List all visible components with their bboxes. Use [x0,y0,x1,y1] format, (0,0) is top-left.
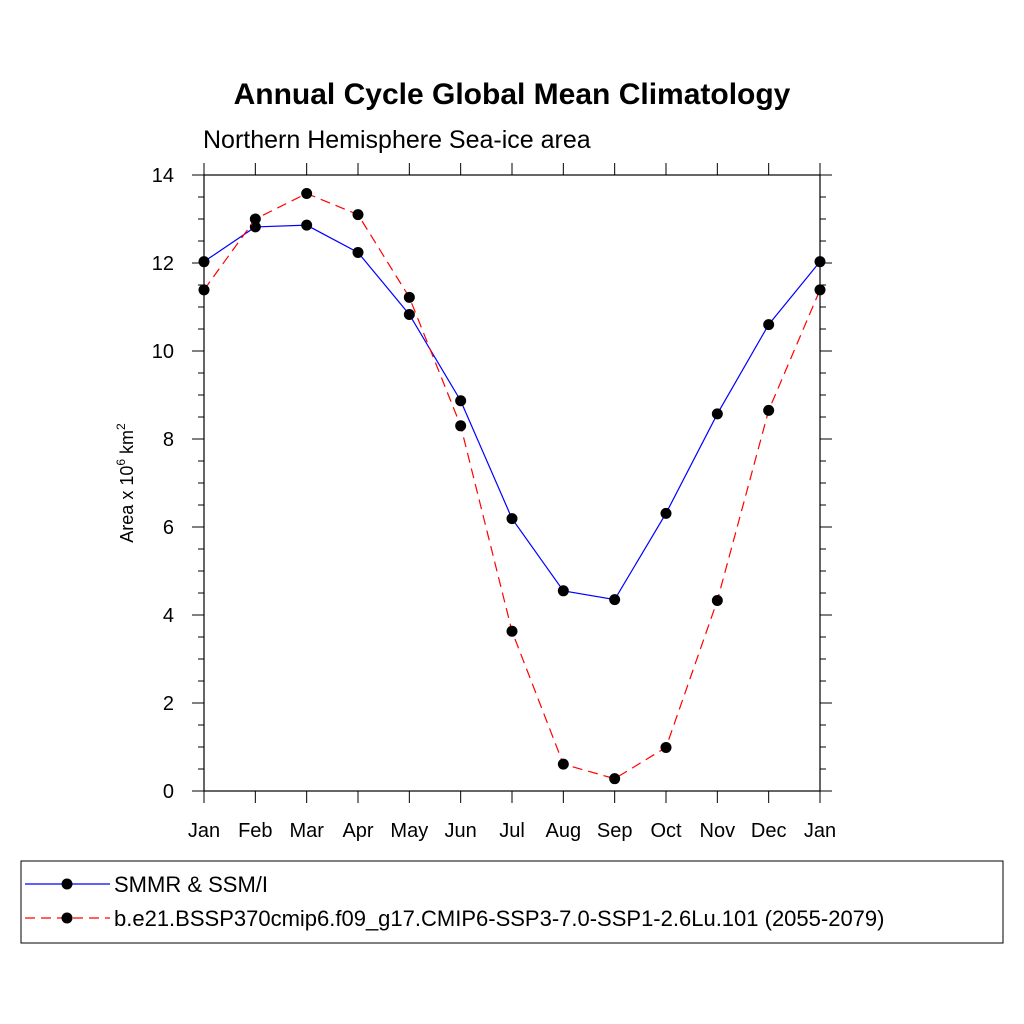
data-point [506,625,518,637]
y-axis-label-prefix: Area x 10 [117,466,137,543]
chart-subtitle: Northern Hemisphere Sea-ice area [203,126,591,154]
x-tick-label: Sep [597,820,633,842]
x-tick-label: Jul [499,820,525,842]
x-tick-label: Jun [445,820,477,842]
series-line [203,192,821,780]
x-tick-label: Nov [700,820,736,842]
data-point [609,594,621,606]
data-point [609,773,621,785]
x-tick-label: Jan [188,820,220,842]
legend-entry-2: b.e21.BSSP370cmip6.f09_g17.CMIP6-SSP3-7.… [25,906,884,931]
x-tick-label: Aug [546,820,582,842]
legend-entry-1: SMMR & SSM/I [25,872,268,897]
data-point [763,404,775,416]
data-point [455,395,467,407]
y-axis-label-unit: km [117,430,137,459]
x-tick-label: Feb [238,820,272,842]
chart-title: Annual Cycle Global Mean Climatology [234,78,791,111]
x-tick-label: May [390,820,428,842]
series-2 [198,187,826,785]
y-axis-label: Area x 106 km2 [114,423,137,543]
y-tick-label: 14 [152,165,174,187]
y-tick-label: 12 [152,253,174,275]
legend: SMMR & SSM/I b.e21.BSSP370cmip6.f09_g17.C… [25,872,884,931]
y-tick-label: 8 [163,429,174,451]
legend-box [20,860,1004,944]
y-tick-label: 0 [163,781,174,803]
y-tick-label: 4 [163,605,174,627]
series-1 [198,219,826,606]
data-point [403,308,415,320]
plot-frame [203,174,821,792]
data-point [352,246,364,258]
data-point [403,291,415,303]
data-point [506,513,518,525]
legend-label: b.e21.BSSP370cmip6.f09_g17.CMIP6-SSP3-7.… [114,906,884,931]
data-point [249,221,261,233]
series-line [203,224,821,601]
legend-marker [61,912,73,924]
x-tick-label: Jan [804,820,836,842]
x-tick-label: Mar [289,820,324,842]
data-point [301,187,313,199]
data-point [763,319,775,331]
data-point [711,408,723,420]
data-point [352,209,364,221]
data-point [557,585,569,597]
y-tick-label: 6 [163,517,174,539]
data-point [301,219,313,231]
data-point [660,507,672,519]
x-tick-label: Oct [650,820,682,842]
x-tick-label: Apr [342,820,373,842]
legend-marker [61,878,73,890]
y-axis-label-exponent-2: 2 [114,423,128,430]
plot-area: 0 2 4 6 8 10 12 14 Jan Feb Mar Apr May Jun Jul Aug Sep Oc… [152,163,836,842]
y-tick-label: 10 [152,341,174,363]
data-point [249,213,261,225]
legend-label: SMMR & SSM/I [114,872,268,897]
x-tick-label: Dec [751,820,787,842]
y-tick-label: 2 [163,693,174,715]
y-axis-label-exponent-1: 6 [114,459,128,466]
data-point [455,420,467,432]
data-point [711,594,723,606]
data-point [557,758,569,770]
data-point [660,741,672,753]
